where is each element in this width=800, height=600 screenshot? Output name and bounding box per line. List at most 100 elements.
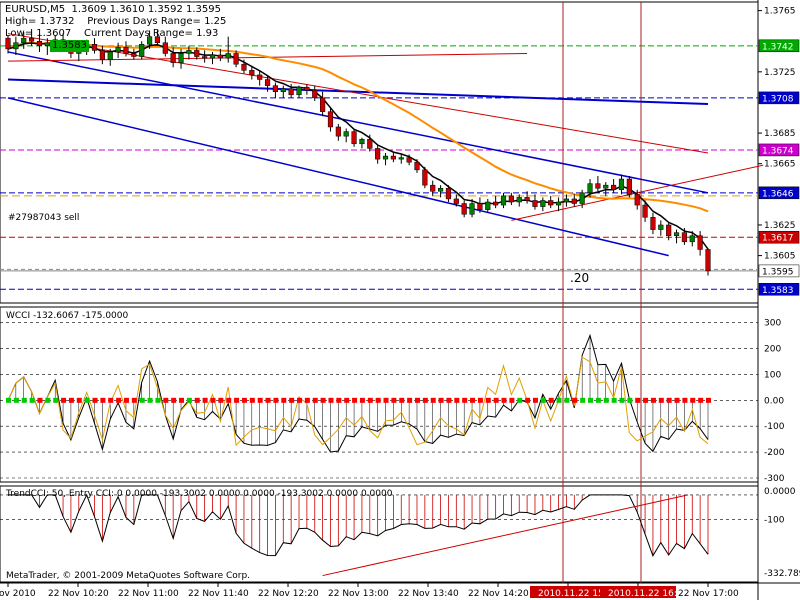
wcci-zero-dot [674, 397, 680, 403]
trend-line [7, 97, 669, 257]
trend-line [7, 51, 709, 194]
wcci-zero-dot [37, 397, 43, 403]
candle-body [36, 40, 43, 47]
time-highlight [530, 586, 606, 598]
time-tick-label: 22 Nov 11:40 [188, 589, 249, 599]
wcci-zero-dot [391, 397, 397, 403]
candle-body [469, 203, 475, 215]
candle-body [107, 51, 113, 60]
candle-body [139, 44, 145, 57]
candle-body [681, 232, 687, 243]
candle-body [296, 86, 302, 96]
wcci-zero-dot [572, 397, 578, 403]
candle-body [642, 204, 648, 218]
candle-body [673, 232, 680, 236]
candle-body [485, 201, 491, 210]
wcci-zero-dot [430, 397, 436, 403]
wcci-zero-dot [68, 397, 74, 403]
candle-body [611, 184, 617, 190]
candle-body [579, 192, 585, 204]
wcci-zero-dot [548, 397, 554, 403]
wcci-zero-dot [556, 397, 562, 403]
price-tick-label: 1.3605 [764, 252, 796, 262]
candle-body [162, 42, 168, 54]
wcci-zero-dot [414, 397, 420, 403]
price-tag-label: 1.3617 [762, 234, 794, 244]
tcci-trendline [322, 494, 689, 577]
candle-body [91, 44, 98, 51]
wcci-zero-dot [643, 397, 649, 403]
tcci-tick-label: 0.0000 [764, 487, 796, 497]
price-badge: 1.3583 [50, 40, 89, 52]
wcci-zero-dot [627, 397, 633, 403]
candle-body [115, 47, 121, 53]
wcci-turbo-line [7, 356, 709, 447]
wcci-zero-dot [281, 397, 287, 403]
wcci-zero-dot [470, 397, 476, 403]
wcci-zero-dot [611, 397, 617, 403]
candle-body [13, 42, 19, 50]
candle-body [123, 47, 129, 54]
candle-body [666, 224, 672, 236]
wcci-zero-dot [116, 397, 122, 403]
wcci-zero-dot [171, 397, 177, 403]
wcci-zero-dot [564, 397, 570, 403]
candle-body [453, 198, 459, 204]
candle-body [99, 50, 105, 60]
wcci-tick-label: -200 [764, 448, 785, 458]
wcci-zero-dot [186, 397, 192, 403]
wcci-zero-dot [532, 397, 538, 403]
candle-body [225, 53, 231, 59]
candle-body [422, 169, 428, 186]
wcci-zero-dot [336, 397, 342, 403]
wcci-zero-dot [422, 397, 428, 403]
candle-body [217, 54, 223, 59]
candle-body [170, 53, 176, 63]
candle-body [359, 138, 365, 145]
candle-body [540, 200, 546, 207]
price-tick-label: 1.3665 [764, 160, 796, 170]
price-tag-box [758, 143, 800, 157]
price-tag-label: 1.3742 [762, 42, 794, 52]
candle-body [257, 74, 263, 80]
wcci-zero-dot [462, 397, 468, 403]
candle-body [304, 86, 310, 91]
wcci-zero-dot [123, 397, 129, 403]
wcci-zero-dot [202, 397, 208, 403]
wcci-zero-dot [344, 397, 350, 403]
time-tick-label: 22 Nov 11:00 [118, 589, 179, 599]
wcci-zero-dot [588, 397, 594, 403]
candle-body [209, 54, 216, 59]
candle-body [178, 53, 184, 63]
candle-body [264, 79, 271, 86]
wcci-zero-dot [155, 397, 161, 403]
price-tag-box [758, 264, 800, 278]
wcci-zero-dot [595, 397, 601, 403]
time-tick-label: 22 Nov 13:40 [398, 589, 459, 599]
wcci-zero-dot [525, 397, 531, 403]
candle-body [5, 37, 11, 50]
tcci-line [8, 493, 709, 557]
time-tick-label: 2010.11.22 15:30 [538, 589, 619, 599]
wcci-zero-dot [234, 397, 240, 403]
candle-body [241, 63, 247, 71]
wcci-zero-dot [265, 397, 271, 403]
wcci-tick-label: -100 [764, 422, 785, 432]
time-tick-label: 22 Nov 13:00 [328, 589, 389, 599]
wcci-zero-dot [6, 397, 11, 403]
wcci-zero-dot [328, 397, 334, 403]
time-tick-label: 22 Nov 10:20 [48, 589, 109, 599]
wcci-zero-dot [509, 397, 515, 403]
candle-body [146, 36, 153, 45]
candle-body [618, 178, 625, 190]
candle-body [288, 88, 294, 96]
price-tag-label: 1.3674 [762, 146, 794, 156]
candle-body [367, 138, 373, 149]
candle-body [312, 89, 318, 99]
wcci-zero-dot [446, 397, 452, 403]
wcci-zero-dot [666, 397, 672, 403]
header-line2: High= 1.3732 Previous Days Range= 1.25 [5, 16, 227, 27]
wcci-zero-dot [682, 397, 688, 403]
candle-body [689, 235, 695, 243]
